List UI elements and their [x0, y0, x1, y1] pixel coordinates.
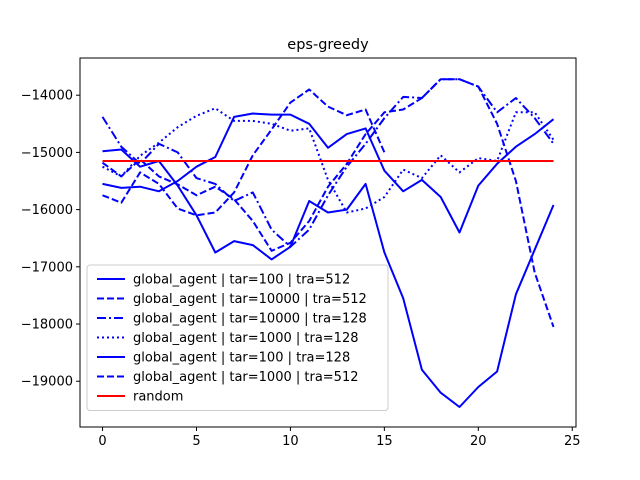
- chart-title: eps-greedy: [287, 37, 369, 53]
- legend-box: [86, 264, 389, 411]
- x-axis: 0 5 10 15 20 25: [98, 427, 581, 449]
- x-tick-label: 10: [282, 434, 299, 449]
- legend-label-7: random: [133, 390, 183, 405]
- series-line-3: [101, 78, 555, 248]
- x-tick-label: 5: [192, 434, 200, 449]
- y-tick-label: −14000: [21, 89, 73, 104]
- series-line-5: [102, 148, 555, 408]
- y-axis: −19000 −18000 −17000 −16000 −15000 −14000: [21, 89, 80, 390]
- legend-label-4: global_agent | tar=1000 | tra=128: [133, 331, 359, 346]
- series-line-6: [102, 88, 386, 217]
- series-layer: [101, 78, 555, 408]
- legend-label-1: global_agent | tar=100 | tra=512: [133, 273, 350, 288]
- y-tick-label: −18000: [21, 318, 73, 333]
- y-tick-label: −19000: [21, 375, 73, 390]
- y-tick-label: −16000: [21, 203, 73, 218]
- y-tick-label: −15000: [21, 146, 73, 161]
- legend-label-2: global_agent | tar=10000 | tra=512: [133, 292, 367, 307]
- x-tick-label: 25: [564, 434, 581, 449]
- legend: global_agent | tar=100 | tra=512 global_a…: [86, 264, 389, 411]
- series-line-4: [102, 107, 555, 214]
- x-tick-label: 20: [470, 434, 487, 449]
- y-tick-label: −17000: [21, 260, 73, 275]
- x-tick-label: 0: [98, 434, 106, 449]
- series-line-1: [102, 112, 555, 234]
- legend-label-3: global_agent | tar=10000 | tra=128: [133, 312, 367, 327]
- legend-label-6: global_agent | tar=1000 | tra=512: [133, 370, 359, 385]
- x-tick-label: 15: [376, 434, 393, 449]
- legend-label-5: global_agent | tar=100 | tra=128: [133, 351, 350, 366]
- plot-frame: [79, 57, 577, 428]
